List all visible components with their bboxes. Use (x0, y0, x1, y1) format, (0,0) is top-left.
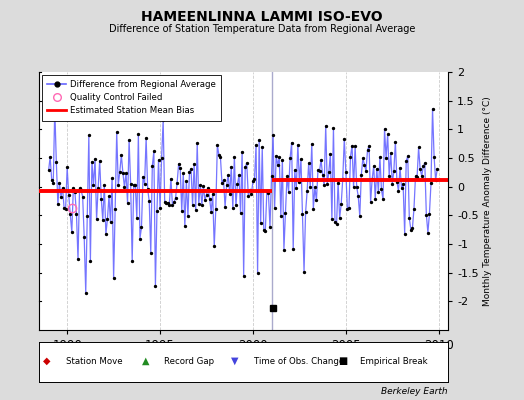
Text: Difference of Station Temperature Data from Regional Average: Difference of Station Temperature Data f… (109, 24, 415, 34)
Legend: Difference from Regional Average, Quality Control Failed, Estimated Station Mean: Difference from Regional Average, Qualit… (42, 74, 221, 120)
Text: ◆: ◆ (43, 356, 51, 366)
Text: HAMEENLINNA LAMMI ISO-EVO: HAMEENLINNA LAMMI ISO-EVO (141, 10, 383, 24)
Text: ■: ■ (337, 356, 347, 366)
Text: ▼: ▼ (232, 356, 239, 366)
Text: Empirical Break: Empirical Break (360, 357, 428, 366)
Text: Record Gap: Record Gap (164, 357, 214, 366)
Y-axis label: Monthly Temperature Anomaly Difference (°C): Monthly Temperature Anomaly Difference (… (483, 96, 492, 306)
Text: Time of Obs. Change: Time of Obs. Change (254, 357, 344, 366)
Text: Berkeley Earth: Berkeley Earth (381, 387, 448, 396)
Text: Station Move: Station Move (66, 357, 123, 366)
Text: ▲: ▲ (141, 356, 149, 366)
